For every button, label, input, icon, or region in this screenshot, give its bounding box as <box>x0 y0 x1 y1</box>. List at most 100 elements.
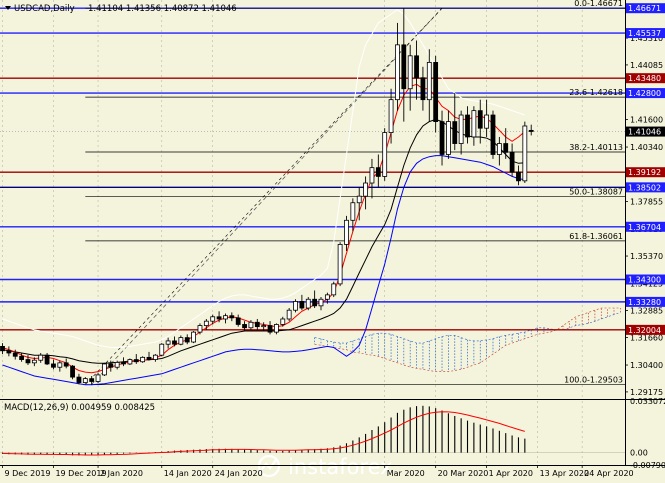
price-marker-label: 1.34300 <box>628 276 661 285</box>
candle-body <box>344 219 349 245</box>
candle-body <box>350 202 356 221</box>
price-marker <box>626 167 665 178</box>
candle-body <box>248 321 254 329</box>
candle-body <box>293 301 298 311</box>
candle-body <box>484 114 490 129</box>
price-marker-label: 1.42800 <box>628 89 661 98</box>
candle-body <box>102 363 107 376</box>
candle-body <box>216 316 222 320</box>
candle-body <box>140 356 146 363</box>
fib-label: 50.0-1.38087 <box>569 187 623 196</box>
price-tick-label: 1.30400 <box>630 361 663 370</box>
chart-ohlc: 1.41104 1.41356 1.40872 1.41046 <box>88 4 237 14</box>
candle-body <box>522 125 528 182</box>
candle-body <box>133 359 139 363</box>
price-marker <box>626 296 665 307</box>
watermark: instaforex <box>257 454 393 479</box>
candle-body <box>159 343 165 356</box>
candle-body <box>337 244 343 285</box>
fib-label: 0.0-1.46671 <box>574 0 623 8</box>
time-tick-label: 19 Dec 2019 <box>55 469 106 478</box>
macd-panel: MACD(12,26,9) 0.004959 0.008425 <box>0 399 665 456</box>
trend-line <box>91 7 443 385</box>
price-marker <box>626 73 665 84</box>
candle-body <box>197 325 203 333</box>
candle-body <box>452 121 458 144</box>
fib-label: 23.6-1.42618 <box>569 88 623 97</box>
candle-body <box>401 44 407 90</box>
chart-symbol: USDCAD,Daily <box>14 4 75 14</box>
price-marker <box>626 3 665 14</box>
price-marker-label: 1.33280 <box>628 298 661 307</box>
candle-body <box>420 77 426 101</box>
candle-body <box>184 337 190 343</box>
time-tick-label: 24 Apr 2020 <box>584 469 633 478</box>
price-tick-label: 1.37855 <box>630 198 663 207</box>
price-marker-label: 1.32004 <box>628 326 661 335</box>
candle-body <box>445 121 451 155</box>
candle-body <box>286 309 292 320</box>
candle-body <box>165 340 171 345</box>
price-tick-label: 1.45310 <box>630 34 663 43</box>
candle-body <box>465 114 470 138</box>
fibonacci-retracement: 0.0-1.46671 23.6-1.42618 38.2-1.40113 50.0-… <box>85 0 625 386</box>
candle-body <box>127 359 133 365</box>
candle-body <box>146 356 152 360</box>
candle-body <box>509 151 515 173</box>
candle-body <box>261 325 267 328</box>
candle-body <box>57 362 63 368</box>
dropdown-arrow-icon[interactable] <box>5 6 11 10</box>
candle-body <box>458 114 464 144</box>
cloud-span-b <box>314 307 621 372</box>
candle-body <box>324 294 330 300</box>
candle-body <box>528 129 534 132</box>
price-marker-label: 1.45537 <box>628 29 661 38</box>
candle-body <box>6 350 12 354</box>
candle-body <box>76 376 82 383</box>
time-tick-label: 13 Apr 2020 <box>540 469 589 478</box>
macd-signal-line <box>2 411 525 456</box>
candle-body <box>395 44 400 101</box>
candle-body <box>471 110 477 138</box>
candle-body <box>108 363 114 368</box>
candle-body <box>477 110 483 129</box>
candle-body <box>331 283 337 296</box>
price-marker-label: 1.46671 <box>628 4 661 13</box>
price-tick-label: 1.32885 <box>630 307 663 316</box>
price-marker <box>626 324 665 335</box>
candle-body <box>229 315 235 319</box>
chart-header: USDCAD,Daily 1.41104 1.41356 1.40872 1.4… <box>5 4 237 14</box>
candle-body <box>178 337 184 345</box>
candle-body <box>490 114 496 155</box>
ghost-lines <box>91 7 443 385</box>
candle-body <box>25 359 31 364</box>
candle-body <box>274 324 279 333</box>
price-marker-label: 1.36704 <box>628 223 661 232</box>
candle-body <box>516 171 521 182</box>
price-marker <box>626 221 665 232</box>
ichimoku-cloud <box>314 307 621 372</box>
macd-label: MACD(12,26,9) 0.004959 0.008425 <box>4 403 155 413</box>
watermark-text: instaforex <box>288 455 393 479</box>
time-tick-label: 20 Mar 2020 <box>438 469 489 478</box>
candle-body <box>503 143 509 153</box>
candle-body <box>414 55 419 79</box>
price-tick-label: 1.41600 <box>630 115 663 124</box>
candle-body <box>363 182 368 197</box>
candle-body <box>152 354 158 360</box>
candle-body <box>223 315 228 320</box>
fib-label: 61.8-1.36061 <box>569 232 623 241</box>
price-marker <box>626 88 665 99</box>
price-tick-label: 1.29175 <box>630 388 663 397</box>
candle-body <box>191 331 197 343</box>
price-marker <box>626 28 665 39</box>
candle-body <box>38 354 44 361</box>
time-tick-label: 1 Apr 2020 <box>489 469 533 478</box>
macd-tick-label: -0.007901 <box>630 461 665 470</box>
candle-body <box>426 61 432 101</box>
candle-body <box>407 55 413 90</box>
fib-label: 38.2-1.40113 <box>569 143 623 152</box>
candle-body <box>382 132 388 177</box>
